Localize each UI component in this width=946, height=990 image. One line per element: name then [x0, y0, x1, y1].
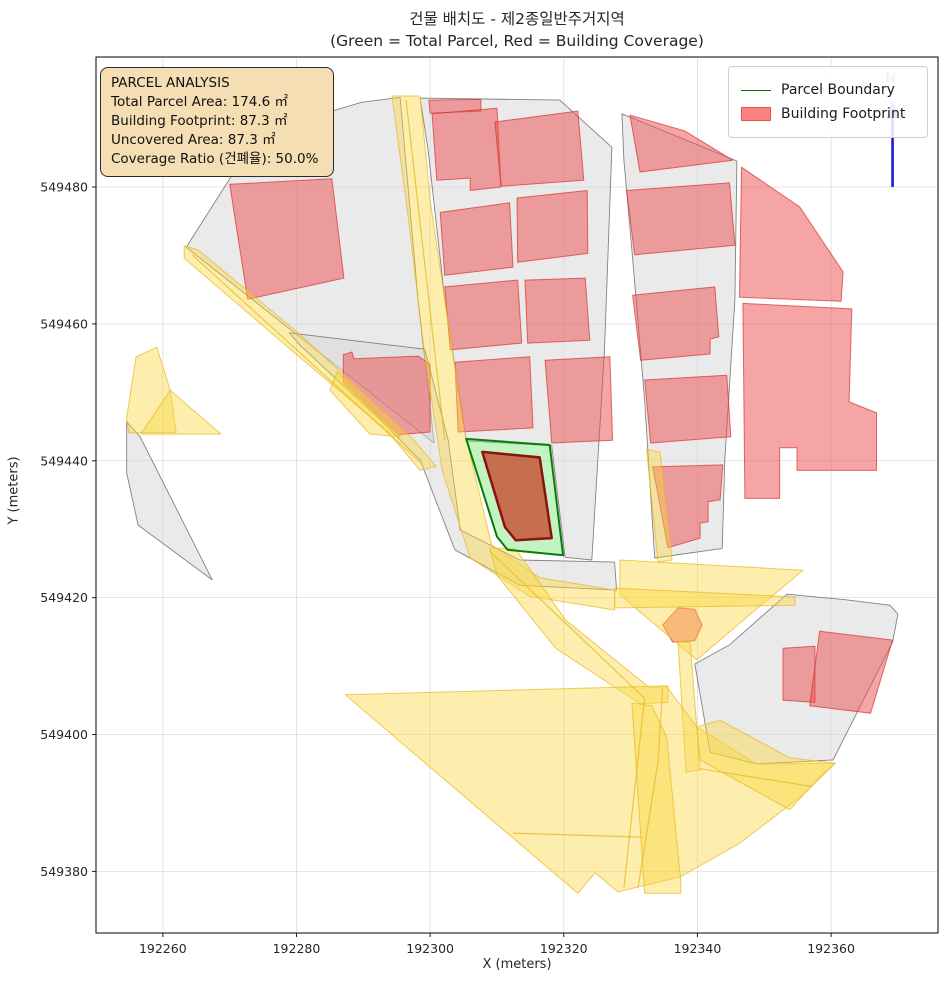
building-polygon — [444, 279, 523, 351]
building-polygon — [342, 351, 431, 436]
building-polygon — [626, 182, 736, 256]
building-polygon — [431, 107, 502, 191]
y-tick-label: 549420 — [40, 590, 88, 605]
building-polygon — [662, 607, 703, 643]
road-polygon — [619, 559, 804, 661]
x-tick-label: 192360 — [807, 941, 855, 956]
building-polygon — [782, 645, 816, 703]
infobox-total-area: Total Parcel Area: 174.6 ㎡ — [111, 94, 288, 110]
legend-label: Building Footprint — [781, 106, 906, 122]
road-edge-line — [489, 550, 646, 888]
road-polygon — [140, 389, 222, 435]
road-edge-line — [700, 768, 813, 788]
green-line-swatch — [741, 89, 771, 91]
x-tick-label: 192340 — [674, 941, 722, 956]
legend-label: Parcel Boundary — [781, 82, 895, 98]
building-polygon — [454, 356, 534, 433]
road-polygon — [489, 547, 669, 705]
y-tick-label: 549400 — [40, 727, 88, 742]
building-polygon — [644, 374, 732, 444]
building-polygon — [494, 110, 585, 187]
infobox-coverage-ratio: Coverage Ratio (건폐율): 50.0% — [111, 151, 319, 167]
road-polygon — [344, 685, 836, 894]
plot-border — [95, 56, 939, 934]
x-tick-label: 192260 — [139, 941, 187, 956]
building-polygon — [632, 286, 720, 361]
y-tick-label: 549460 — [40, 316, 88, 331]
highlighted-building-footprint — [481, 450, 553, 542]
road-polygon — [183, 245, 437, 471]
building-polygon — [516, 190, 589, 263]
building-polygon — [524, 277, 591, 344]
parcel-polygon — [126, 421, 213, 581]
building-polygon — [742, 302, 877, 499]
infobox-uncovered-area: Uncovered Area: 87.3 ㎡ — [111, 132, 276, 148]
title-line-1: 건물 배치도 - 제2종일반주거지역 — [409, 10, 625, 28]
x-tick-label: 192300 — [406, 941, 454, 956]
road-edge-line — [405, 100, 446, 441]
building-polygon — [544, 356, 614, 444]
y-tick-label: 549480 — [40, 180, 88, 195]
x-axis-label: X (meters) — [482, 957, 552, 972]
building-polygon — [809, 630, 894, 714]
y-axis-label: Y (meters) — [6, 456, 22, 525]
road-edge-line — [191, 254, 421, 463]
infobox-heading: PARCEL ANALYSIS — [111, 75, 230, 91]
building-polygon — [739, 166, 844, 302]
road-polygon — [614, 587, 796, 609]
building-polygon — [439, 202, 514, 276]
chart-title: 건물 배치도 - 제2종일반주거지역 (Green = Total Parcel… — [96, 8, 938, 52]
legend: Parcel Boundary Building Footprint — [728, 66, 928, 138]
road-edge-line — [637, 687, 664, 888]
building-polygon — [229, 178, 345, 300]
x-tick-label: 192320 — [540, 941, 588, 956]
red-patch-swatch — [741, 107, 771, 121]
road-polygon — [646, 449, 673, 563]
parcel-analysis-infobox: PARCEL ANALYSIS Total Parcel Area: 174.6… — [100, 67, 334, 177]
y-tick-label: 549440 — [40, 453, 88, 468]
infobox-building-footprint: Building Footprint: 87.3 ㎡ — [111, 113, 288, 129]
road-polygon — [329, 371, 401, 438]
road-edge-line — [512, 832, 643, 838]
title-line-2: (Green = Total Parcel, Red = Building Co… — [330, 32, 704, 50]
y-tick-label: 549380 — [40, 864, 88, 879]
legend-item-parcel-boundary: Parcel Boundary — [741, 78, 915, 102]
building-polygon — [629, 114, 734, 173]
road-polygon — [696, 719, 836, 811]
x-tick-label: 192280 — [273, 941, 321, 956]
legend-item-building-footprint: Building Footprint — [741, 102, 915, 126]
building-polygon — [652, 464, 724, 549]
road-polygon — [677, 641, 701, 773]
